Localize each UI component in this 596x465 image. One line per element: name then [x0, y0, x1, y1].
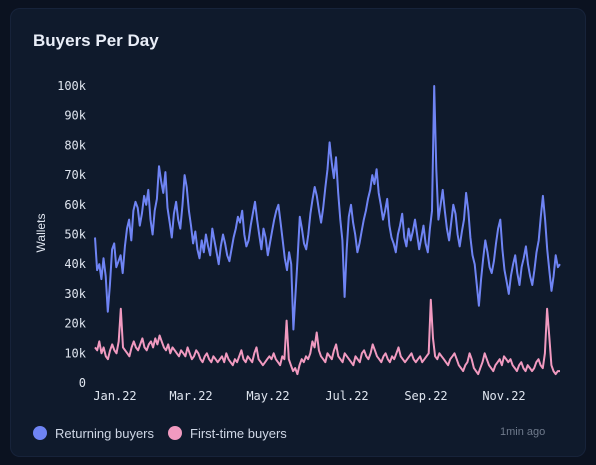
- legend-label-returning: Returning buyers: [55, 425, 154, 441]
- updated-timestamp: 1min ago: [500, 426, 546, 438]
- y-tick-label: 70k: [64, 168, 86, 182]
- x-tick-label: Jan.22: [93, 389, 136, 403]
- y-tick-label: 20k: [64, 317, 86, 331]
- x-tick-label: Jul.22: [325, 389, 368, 403]
- y-tick-label: 30k: [64, 287, 86, 301]
- y-tick-label: 0: [79, 376, 86, 390]
- x-tick-label: May.22: [246, 389, 289, 403]
- y-tick-label: 40k: [64, 257, 86, 271]
- y-tick-label: 60k: [64, 198, 86, 212]
- y-tick-label: 90k: [64, 109, 86, 123]
- legend-dot-returning: [33, 426, 47, 440]
- chart-legend: Returning buyers First-time buyers: [33, 424, 287, 442]
- series-line-returning-buyers[interactable]: [94, 85, 561, 331]
- legend-item-first-time[interactable]: First-time buyers: [168, 426, 287, 441]
- legend-item-returning[interactable]: Returning buyers: [33, 426, 154, 441]
- legend-label-first-time: First-time buyers: [190, 425, 287, 441]
- x-tick-label: Nov.22: [482, 389, 525, 403]
- series-line-first-time-buyers[interactable]: [94, 298, 560, 376]
- legend-dot-first-time: [168, 426, 182, 440]
- x-tick-label: Sep.22: [404, 389, 447, 403]
- y-tick-label: 10k: [64, 346, 86, 360]
- y-tick-label: 50k: [64, 228, 86, 242]
- chart-title: Buyers Per Day: [33, 31, 159, 50]
- y-axis-label: Wallets: [34, 214, 48, 253]
- x-tick-label: Mar.22: [169, 389, 212, 403]
- y-tick-label: 100k: [57, 79, 87, 93]
- y-tick-label: 80k: [64, 138, 86, 152]
